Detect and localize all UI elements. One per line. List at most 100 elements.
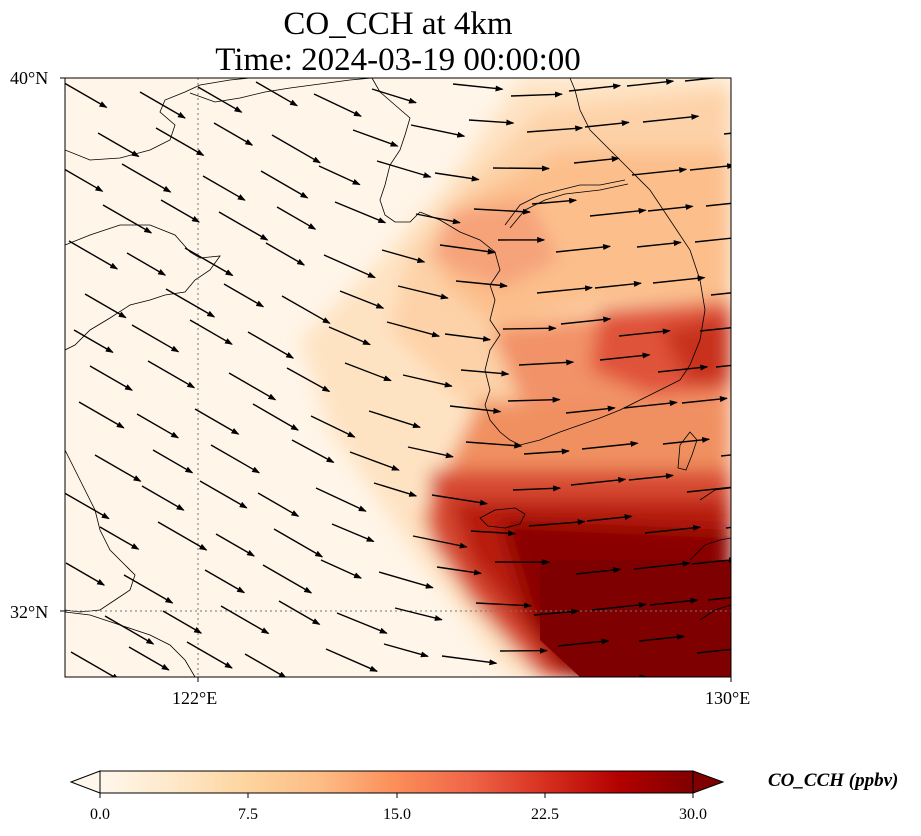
- wind-arrow: [502, 325, 557, 332]
- wind-arrow: [68, 240, 119, 270]
- wind-arrow: [152, 449, 194, 474]
- wind-arrow: [123, 574, 174, 604]
- wind-arrow: [570, 477, 627, 486]
- wind-arrow: [197, 86, 243, 113]
- wind-arrow: [147, 360, 196, 389]
- wind-arrow: [681, 396, 728, 404]
- wind-arrow: [310, 415, 356, 438]
- wind-arrow: [102, 204, 153, 234]
- wind-arrow: [455, 280, 508, 289]
- wind-arrow: [320, 559, 363, 579]
- colorbar-scale: [99, 770, 694, 794]
- wind-arrow: [323, 254, 376, 279]
- wind-arrow: [568, 83, 622, 92]
- colorbar-min-extension: [69, 770, 101, 794]
- wind-arrow: [628, 473, 674, 481]
- wind-arrow: [439, 244, 496, 255]
- wind-arrow: [436, 566, 482, 576]
- wind-arrow: [121, 163, 172, 193]
- wind-arrow: [186, 641, 233, 669]
- wind-arrow: [510, 91, 563, 98]
- wind-arrow: [557, 638, 610, 647]
- wind-arrow: [407, 446, 454, 459]
- wind-arrow: [104, 615, 155, 645]
- wind-arrow: [555, 244, 611, 253]
- map-time-subtitle: Time: 2024-03-19 00:00:00: [215, 42, 581, 78]
- wind-arrow: [394, 607, 443, 621]
- wind-arrow: [89, 365, 133, 391]
- wind-arrow: [244, 653, 287, 677]
- wind-arrow: [349, 451, 400, 471]
- wind-arrow: [444, 333, 492, 342]
- wind-arrow: [226, 695, 266, 718]
- wind-arrow: [470, 530, 516, 537]
- wind-arrow: [523, 448, 570, 455]
- wind-arrow: [631, 167, 688, 176]
- wind-arrow: [97, 132, 140, 158]
- wind-arrow: [160, 199, 200, 223]
- wind-arrow: [204, 569, 246, 594]
- wind-arrow: [512, 485, 562, 492]
- wind-arrow: [492, 165, 550, 172]
- wind-arrow: [336, 612, 388, 634]
- wind-arrow: [649, 597, 699, 606]
- wind-arrow: [652, 275, 706, 284]
- wind-arrow: [415, 213, 461, 225]
- wind-arrow: [318, 165, 361, 186]
- wind-arrow: [591, 602, 647, 611]
- wind-arrow: [291, 439, 335, 464]
- wind-arrow: [257, 492, 300, 517]
- wind-arrow: [465, 441, 523, 449]
- wind-arrow: [131, 324, 180, 353]
- wind-arrow: [383, 643, 429, 658]
- wind-arrow: [65, 562, 106, 586]
- wind-arrow: [371, 88, 417, 104]
- wind-arrow: [518, 359, 575, 366]
- wind-arrow: [581, 440, 639, 450]
- wind-arrow: [642, 113, 700, 123]
- map-frame: [64, 77, 732, 678]
- wind-arrow: [705, 202, 731, 207]
- wind-arrow: [539, 682, 591, 687]
- map-title: CO_CCH at 4km: [283, 6, 513, 42]
- colorbar-tick-label: 7.5: [238, 806, 258, 823]
- bohai-coast: [189, 78, 373, 103]
- wind-arrow: [94, 454, 142, 482]
- wind-arrow: [265, 242, 306, 266]
- wind-arrow: [725, 526, 731, 529]
- wind-vectors: [65, 78, 731, 718]
- wind-arrow: [286, 367, 331, 393]
- wind-arrow: [157, 521, 208, 551]
- wind-arrow: [586, 514, 633, 522]
- wind-arrow: [262, 564, 313, 594]
- wind-arrow: [278, 600, 321, 626]
- wind-arrow: [213, 122, 254, 146]
- wind-arrow: [715, 364, 731, 368]
- wind-arrow: [368, 410, 421, 429]
- wind-arrow: [376, 160, 432, 178]
- yangtze-estuary: [65, 611, 196, 677]
- wind-arrow: [657, 364, 709, 373]
- lon-label-122e: 122°E: [172, 688, 218, 708]
- wind-arrow: [626, 78, 675, 87]
- jeju-island: [479, 507, 526, 529]
- wind-arrow: [202, 175, 246, 201]
- wind-arrow: [691, 557, 731, 565]
- japan-coast: [699, 487, 731, 501]
- wind-arrow: [126, 252, 167, 276]
- wind-arrow: [99, 526, 140, 550]
- wind-arrow: [210, 444, 261, 474]
- gridlines: [65, 78, 731, 677]
- wind-arrow: [637, 674, 648, 677]
- lat-label-32n: 32°N: [10, 602, 49, 622]
- wind-arrow: [410, 124, 466, 138]
- wind-arrow: [689, 163, 731, 171]
- wind-arrow: [536, 285, 593, 294]
- colorbar: [69, 770, 725, 798]
- wind-arrow: [215, 533, 255, 557]
- wind-arrow: [475, 602, 533, 609]
- wind-arrow: [720, 454, 731, 457]
- wind-arrow: [458, 692, 510, 697]
- wind-arrow: [710, 292, 731, 296]
- wind-arrow: [533, 608, 580, 616]
